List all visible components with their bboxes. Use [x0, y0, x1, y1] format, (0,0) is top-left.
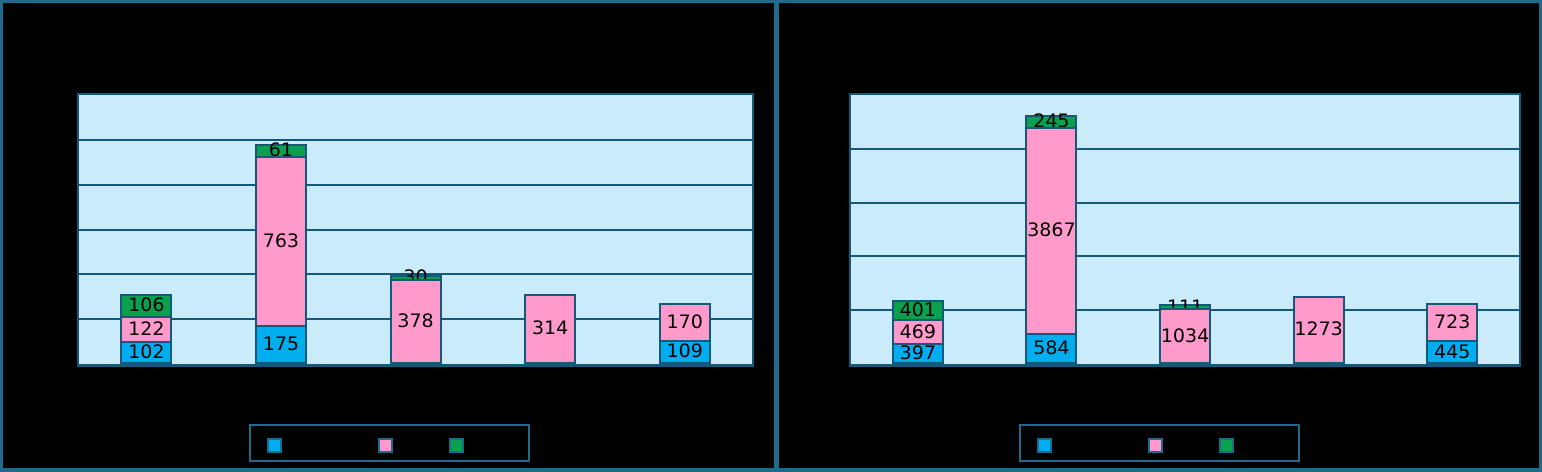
bar-segment-label: 469 [899, 320, 936, 343]
plot-inner-left: 102 122 106 175 763 61 378 30 314 109 170 [79, 95, 752, 364]
bar-stack-3: 378 30 [389, 268, 442, 364]
bar-segment-label: 61 [268, 139, 293, 162]
bar-segment-series-blue: 175 [254, 324, 307, 364]
bar-segment-series-blue: 584 [1025, 332, 1078, 364]
bar-segment-label: 102 [128, 341, 165, 364]
bar-stack-4: 1273 [1292, 295, 1345, 364]
bar-segment-series-blue: 445 [1426, 340, 1479, 364]
bar-segment-label: 175 [262, 332, 300, 355]
bar-segment-series-green: 401 [891, 299, 944, 322]
bar-segment-label: 401 [899, 299, 936, 322]
bar-segment-series-pink: 763 [254, 155, 307, 327]
legend-swatch-green [449, 438, 464, 453]
bar-segment-series-pink: 469 [891, 319, 944, 345]
bar-stack-5: 109 170 [658, 303, 711, 364]
legend-right [1019, 424, 1300, 462]
gridline-3000 [851, 201, 1519, 204]
bar-segment-label: 1273 [1294, 318, 1343, 341]
bar-segment-series-blue: 109 [658, 339, 711, 364]
legend-left [249, 424, 530, 462]
bar-segment-label: 245 [1033, 110, 1070, 133]
gridline-1000 [79, 138, 752, 141]
gridline-800 [79, 183, 752, 186]
bar-segment-label: 378 [397, 310, 434, 333]
bar-segment-label: 122 [128, 317, 165, 340]
bar-segment-series-pink: 1273 [1292, 295, 1345, 364]
bar-segment-series-pink: 378 [389, 279, 442, 364]
gridline-2000 [851, 255, 1519, 258]
bar-stack-2: 584 3867 245 [1025, 110, 1078, 364]
panel-divider [774, 3, 779, 468]
bar-segment-series-pink: 1034 [1159, 308, 1211, 364]
bar-stack-5: 445 723 [1426, 303, 1479, 364]
bar-segment-label: 723 [1434, 311, 1471, 334]
bar-stack-3: 1034 111 [1159, 297, 1211, 364]
bar-segment-series-blue: 102 [120, 341, 173, 364]
gridline-600 [79, 228, 752, 231]
bar-segment-label: 584 [1033, 336, 1070, 359]
bar-stack-4: 314 [524, 293, 577, 364]
gridline-400 [79, 273, 752, 276]
bar-segment-series-pink: 314 [524, 293, 577, 364]
legend-swatch-blue [1037, 438, 1052, 453]
legend-swatch-pink [378, 438, 393, 453]
bar-segment-series-pink: 170 [658, 303, 711, 342]
legend-swatch-green [1219, 438, 1234, 453]
bar-segment-label: 314 [531, 317, 569, 340]
plot-area-left: 102 122 106 175 763 61 378 30 314 109 170 [77, 93, 754, 367]
bar-stack-1: 397 469 401 [891, 299, 944, 364]
bar-segment-label: 170 [666, 311, 703, 334]
legend-swatch-blue [267, 438, 282, 453]
bar-segment-label: 106 [128, 294, 165, 317]
bar-segment-series-pink: 723 [1426, 303, 1479, 343]
legend-swatch-pink [1148, 438, 1163, 453]
bar-segment-label: 109 [666, 340, 703, 363]
bar-segment-label: 397 [899, 341, 936, 364]
bar-stack-1: 102 122 106 [120, 294, 173, 364]
bar-segment-label: 445 [1434, 340, 1471, 363]
gridline-4000 [851, 147, 1519, 150]
bar-segment-series-pink: 3867 [1025, 126, 1078, 335]
plot-inner-right: 397 469 401 584 3867 245 1034 111 1273 445 723 [851, 95, 1519, 364]
bar-segment-label: 1034 [1160, 324, 1210, 347]
bar-segment-label: 763 [262, 229, 300, 252]
bar-segment-series-green: 245 [1025, 110, 1078, 133]
bar-segment-series-blue: 397 [891, 341, 944, 364]
bar-segment-label: 3867 [1027, 219, 1076, 242]
plot-area-right: 397 469 401 584 3867 245 1034 111 1273 445 723 [849, 93, 1521, 367]
bar-segment-series-green: 106 [120, 294, 173, 318]
bar-stack-2: 175 763 61 [254, 139, 307, 364]
bar-segment-series-pink: 122 [120, 315, 173, 344]
